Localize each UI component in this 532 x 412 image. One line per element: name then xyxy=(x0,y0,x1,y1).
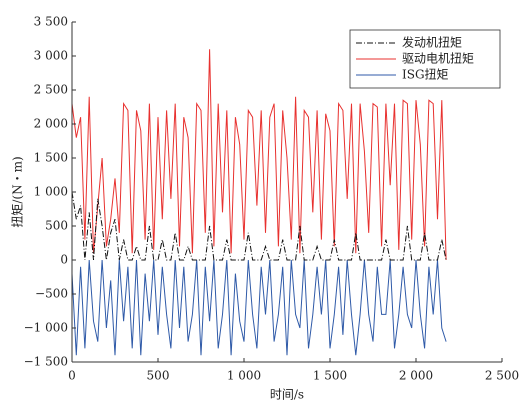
x-tick-label: 0 xyxy=(68,369,76,383)
y-tick-label: 500 xyxy=(45,219,68,233)
x-tick-label: 1 000 xyxy=(227,369,261,383)
y-tick-label: 1 500 xyxy=(34,151,68,165)
y-axis-label: 扭矩/(N・m) xyxy=(11,156,25,227)
series-line xyxy=(71,259,447,356)
y-tick-label: 1 000 xyxy=(34,185,68,199)
y-tick-label: 3 500 xyxy=(34,15,68,29)
y-tick-label: 2 500 xyxy=(34,83,68,97)
x-tick-label: 2 500 xyxy=(485,369,519,383)
y-tick-label: 0 xyxy=(60,253,68,267)
legend-label: 发动机扭矩 xyxy=(402,35,462,50)
x-tick-label: 2 000 xyxy=(399,369,433,383)
x-tick-label: 1 500 xyxy=(313,369,347,383)
y-tick-label: 2 000 xyxy=(34,117,68,131)
y-tick-label: −500 xyxy=(35,287,68,301)
x-axis-label: 时间/s xyxy=(270,388,304,402)
x-tick-label: 500 xyxy=(147,369,170,383)
legend-label: ISG扭矩 xyxy=(402,68,449,82)
y-tick-label: −1 500 xyxy=(24,355,68,369)
series-line xyxy=(71,49,447,261)
legend-label: 驱动电机扭矩 xyxy=(402,52,474,66)
y-tick-label: 3 000 xyxy=(34,49,68,63)
y-tick-label: −1 000 xyxy=(24,321,68,335)
series-line xyxy=(71,191,447,261)
